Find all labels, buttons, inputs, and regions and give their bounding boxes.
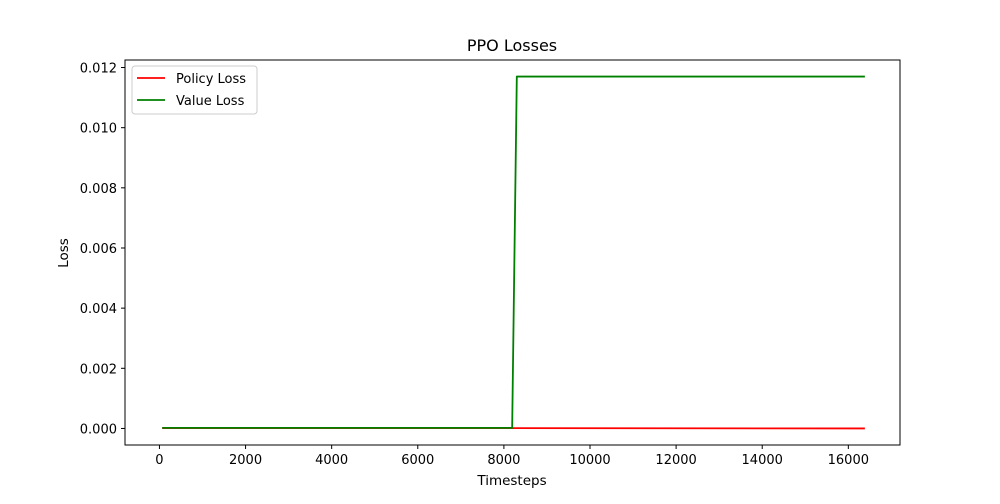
x-tick-label: 2000 — [229, 453, 262, 468]
y-tick-label: 0.010 — [80, 122, 117, 137]
x-tick-label: 10000 — [569, 453, 610, 468]
x-tick-label: 6000 — [401, 453, 434, 468]
series-line-value-loss — [162, 77, 865, 428]
y-tick-label: 0.002 — [80, 362, 117, 377]
chart-title: PPO Losses — [467, 36, 557, 55]
x-axis: 0 2000 4000 6000 8000 10000 12000 14000 16000 — [155, 445, 869, 468]
x-tick-label: 16000 — [828, 453, 869, 468]
y-axis-label: Loss — [56, 238, 72, 268]
legend-policy-loss-label: Policy Loss — [176, 72, 246, 87]
x-tick-label: 14000 — [742, 453, 783, 468]
y-tick-label: 0.000 — [80, 422, 117, 437]
x-tick-label: 12000 — [655, 453, 696, 468]
x-axis-label: Timesteps — [476, 473, 546, 489]
y-axis: 0.000 0.002 0.004 0.006 0.008 0.010 0.012 — [80, 62, 125, 438]
y-tick-label: 0.012 — [80, 62, 117, 77]
plot-area — [162, 77, 865, 429]
x-tick-label: 0 — [155, 453, 163, 468]
y-tick-label: 0.004 — [80, 302, 117, 317]
legend: Policy Loss Value Loss — [132, 66, 257, 114]
x-tick-label: 8000 — [487, 453, 520, 468]
legend-value-loss-label: Value Loss — [176, 94, 245, 109]
y-tick-label: 0.006 — [80, 242, 117, 257]
x-tick-label: 4000 — [315, 453, 348, 468]
y-tick-label: 0.008 — [80, 182, 117, 197]
